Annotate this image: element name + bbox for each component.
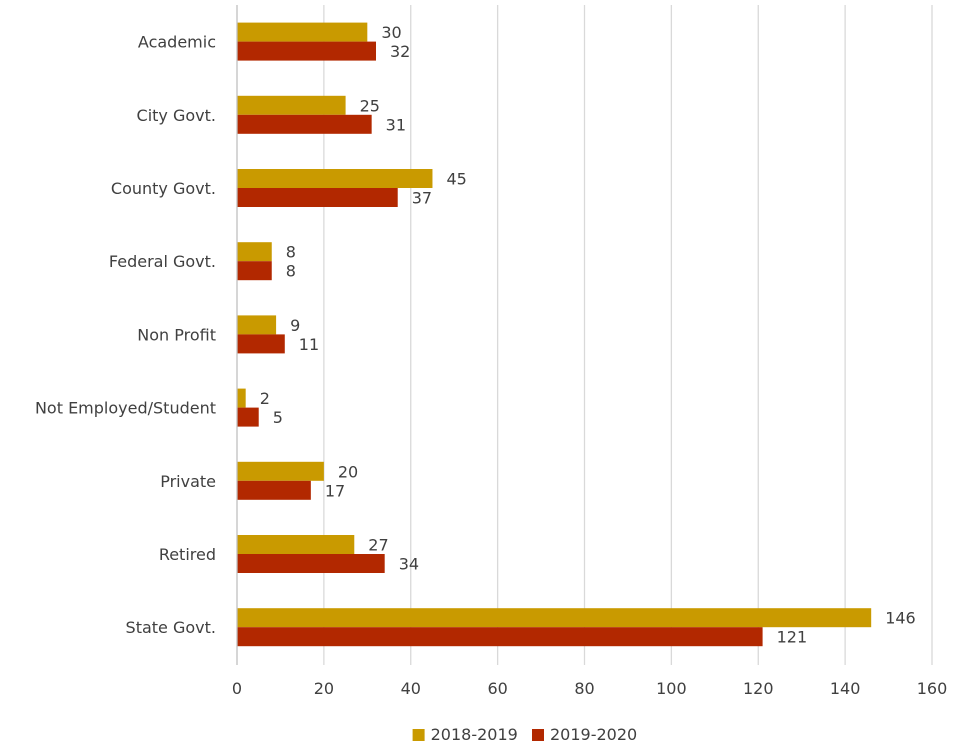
legend-label: 2019-2020 (550, 725, 637, 744)
bar-series-1 (237, 315, 277, 335)
data-label: 17 (325, 481, 345, 500)
x-tick-labels: 0 20 40 60 80 100 120 140 160 (232, 679, 947, 698)
legend-label: 2018-2019 (431, 725, 518, 744)
category-label: City Govt. (137, 106, 216, 125)
x-tick-label: 0 (232, 679, 242, 698)
data-label: 8 (286, 262, 296, 281)
bar-series-2 (237, 261, 272, 281)
data-label: 2 (260, 389, 270, 408)
data-label: 31 (386, 115, 406, 134)
x-tick-label: 120 (743, 679, 774, 698)
category-label: State Govt. (126, 618, 216, 637)
data-label: 11 (299, 335, 319, 354)
category-label: Federal Govt. (109, 252, 216, 271)
bar-series-1 (237, 95, 346, 115)
x-tick-label: 140 (830, 679, 861, 698)
bar-series-1 (237, 461, 324, 481)
bar-series-2 (237, 480, 311, 500)
data-label: 32 (390, 42, 410, 61)
category-labels: Academic City Govt. County Govt. Federal Go… (35, 33, 216, 638)
x-tick-label: 20 (314, 679, 334, 698)
bar-series-1 (237, 242, 272, 262)
data-label: 20 (338, 462, 358, 481)
bar-series-1 (237, 22, 368, 42)
data-label: 37 (412, 189, 432, 208)
data-label: 45 (446, 170, 466, 189)
data-label: 34 (399, 555, 419, 574)
bar-series-2 (237, 114, 372, 134)
category-label: Retired (159, 545, 216, 564)
category-label: Private (160, 472, 216, 491)
bar-series-1 (237, 169, 433, 188)
bar-series-2 (237, 627, 763, 647)
category-label: Not Employed/Student (35, 399, 216, 418)
data-label: 5 (273, 408, 283, 427)
x-tick-label: 80 (574, 679, 594, 698)
category-label: Academic (138, 33, 216, 52)
x-tick-label: 60 (487, 679, 507, 698)
bar-series-1 (237, 388, 246, 408)
data-label: 121 (777, 628, 808, 647)
bar-series-1 (237, 608, 872, 628)
data-label: 25 (360, 96, 380, 115)
category-label: County Govt. (111, 179, 216, 198)
data-label: 8 (286, 243, 296, 262)
data-label: 146 (885, 609, 916, 628)
data-label: 30 (381, 23, 401, 42)
legend-swatch (412, 729, 425, 741)
gridlines (323, 5, 933, 665)
bar-series-2 (237, 407, 259, 427)
x-tick-label: 100 (656, 679, 687, 698)
bar-series-2 (237, 188, 398, 207)
data-label: 27 (368, 536, 388, 555)
legend: 2018-2019 2019-2020 (412, 725, 637, 744)
data-label: 9 (290, 316, 300, 335)
bar-series-2 (237, 41, 376, 61)
bar-series-2 (237, 334, 285, 354)
x-tick-label: 40 (401, 679, 421, 698)
bar-series-2 (237, 554, 385, 573)
x-tick-label: 160 (917, 679, 948, 698)
bar-series-1 (237, 535, 355, 554)
category-label: Non Profit (137, 325, 216, 344)
legend-swatch (532, 729, 544, 741)
bars (237, 22, 872, 647)
